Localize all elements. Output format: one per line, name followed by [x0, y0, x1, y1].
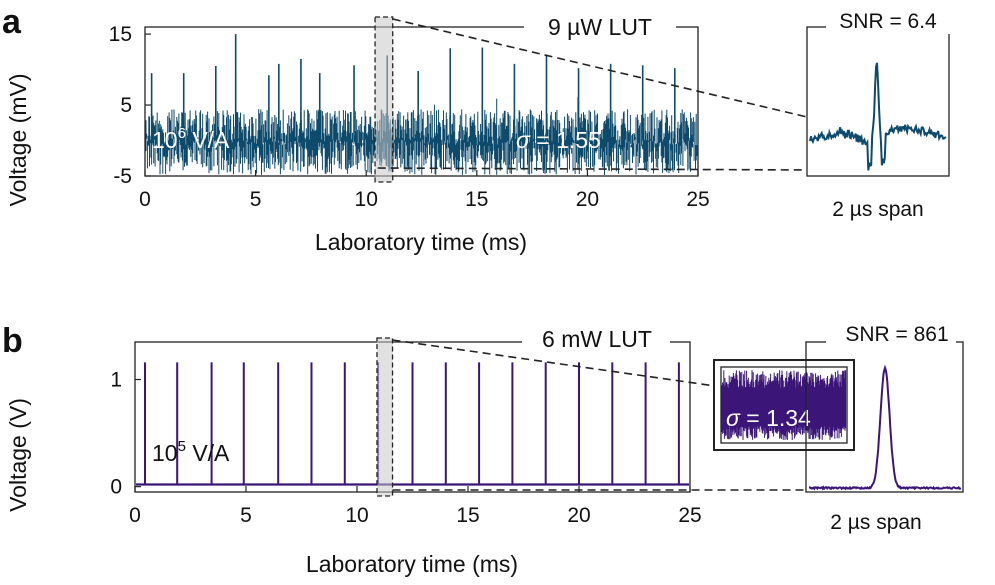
panel-a: a Voltage (mV) 15 5 -5 0 5 10 15 20 25 9 µW LUT… — [2, 3, 951, 255]
x-tick-label: 5 — [240, 504, 252, 527]
panel-b-sigma-label: σ = 1.34 — [726, 405, 811, 431]
panel-a-inset-span-label: 2 µs span — [832, 198, 924, 221]
x-tick-label: 25 — [678, 504, 701, 527]
panel-b-snr-inset: SNR = 861 2 µs span — [805, 323, 964, 534]
x-tick-label: 25 — [686, 188, 709, 211]
panel-b-noise-inset-trace — [721, 370, 847, 440]
y-tick-label: 5 — [120, 94, 132, 117]
panel-b-lut-label: 6 mW LUT — [542, 326, 652, 352]
y-tick-label: 1 — [110, 369, 122, 392]
panel-a-plot — [145, 34, 698, 175]
panel-b-title-gap — [522, 336, 670, 348]
panel-b-letter: b — [2, 322, 23, 360]
y-tick-label: 15 — [109, 23, 132, 46]
y-tick-label: 0 — [110, 476, 122, 499]
x-tick-label: 15 — [456, 504, 479, 527]
panel-a-inset-trace — [809, 62, 947, 171]
panel-a-letter: a — [2, 3, 22, 41]
panel-a-inset-title-gap — [826, 20, 951, 34]
panel-a-zoom-window — [374, 16, 394, 183]
panel-a-ylabel: Voltage (mV) — [5, 74, 31, 207]
panel-b-noise-inset: σ = 1.34 — [713, 359, 855, 451]
panel-b-zoom-connector-top — [392, 339, 716, 387]
panel-a-zoom-connector-bottom — [377, 167, 808, 171]
panel-b-zoom-window — [376, 337, 394, 497]
x-tick-label: 15 — [465, 188, 488, 211]
panel-b: b Voltage (V) 10 0 5 10 15 20 25 6 mW LUT 105… — [2, 322, 964, 577]
panel-b-x-ticks: 0 5 10 15 20 25 — [129, 486, 702, 527]
panel-a-lut-label: 9 µW LUT — [548, 14, 652, 40]
panel-a-gain-label: 106 V/A — [152, 125, 230, 153]
panel-b-snr-label: SNR = 861 — [845, 323, 948, 346]
x-tick-label: 10 — [355, 188, 378, 211]
panel-a-sigma-label: σ = 1.55 — [516, 127, 601, 153]
panel-b-inset-trace — [808, 364, 962, 491]
panel-b-pulses — [143, 362, 680, 485]
panel-b-inset-title-gap — [826, 332, 956, 348]
x-tick-label: 10 — [345, 504, 368, 527]
panel-a-snr-label: SNR = 6.4 — [839, 10, 937, 33]
x-tick-label: 0 — [129, 504, 141, 527]
panel-a-xlabel: Laboratory time (ms) — [315, 229, 527, 255]
panel-b-xlabel: Laboratory time (ms) — [306, 551, 518, 577]
panel-b-plot — [136, 362, 689, 486]
panel-a-y-ticks: 15 5 -5 — [109, 23, 151, 188]
panel-b-y-ticks: 10 — [110, 369, 141, 499]
x-tick-label: 20 — [567, 504, 590, 527]
panel-a-x-ticks: 0 5 10 15 20 25 — [139, 170, 710, 211]
panel-b-axes — [134, 341, 691, 493]
panel-b-ylabel: Voltage (V) — [5, 398, 31, 512]
x-tick-label: 5 — [250, 188, 262, 211]
x-tick-label: 0 — [139, 188, 151, 211]
panel-a-title-gap — [524, 22, 676, 34]
panel-a-zoom-connector-top — [392, 18, 808, 118]
panel-b-gain-label: 105 V/A — [152, 438, 230, 466]
panel-b-inset-span-label: 2 µs span — [830, 511, 922, 534]
y-tick-label: -5 — [113, 165, 132, 188]
x-tick-label: 20 — [576, 188, 599, 211]
panel-a-snr-inset: SNR = 6.4 2 µs span — [806, 10, 951, 221]
panel-a-axes — [144, 26, 699, 177]
